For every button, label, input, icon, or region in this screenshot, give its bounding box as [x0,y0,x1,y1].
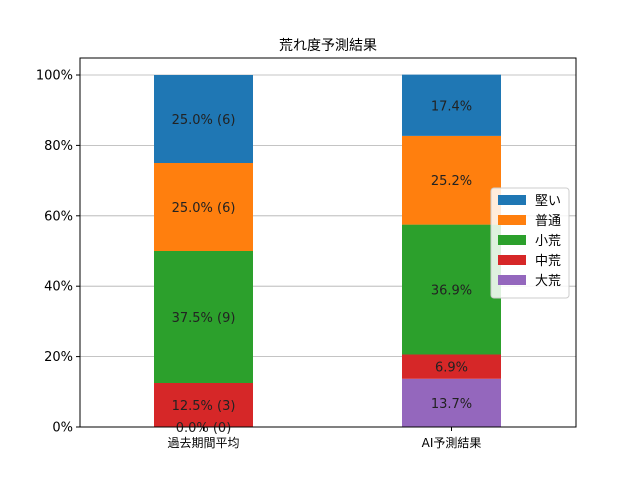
legend-label: 中荒 [535,254,561,269]
bar-segment [402,74,501,136]
y-tick-label: 100% [36,69,73,84]
legend-label: 普通 [535,214,561,229]
y-tick-label: 60% [44,209,73,224]
chart-title: 荒れ度予測結果 [279,38,377,54]
bar-segment [402,378,501,427]
y-tick-label: 40% [44,280,73,295]
data-label: 13.7% [431,397,472,412]
bar-segment [154,75,253,163]
bar-segment [402,354,501,379]
bar-segment [402,135,501,225]
y-tick-label: 20% [44,350,73,365]
data-label: 25.0% (6) [172,201,236,216]
y-tick-label: 0% [52,421,73,436]
data-label: 25.2% [431,174,472,189]
legend-swatch [498,215,526,225]
bar-segment [154,163,253,251]
legend-swatch [498,235,526,245]
legend-swatch [498,195,526,205]
y-tick-label: 80% [44,139,73,154]
plot-frame [79,57,577,428]
data-label: 25.0% (6) [172,113,236,128]
legend-swatch [498,275,526,285]
legend-swatch [498,255,526,265]
x-tick-label: AI予測結果 [422,436,482,450]
data-label: 36.9% [431,284,472,299]
data-label: 6.9% [435,361,468,376]
legend-label: 大荒 [535,274,561,289]
x-tick-label: 過去期間平均 [167,436,239,450]
legend-label: 小荒 [535,234,561,249]
bar-segment [402,224,501,355]
bar-segment [154,251,253,383]
data-label: 37.5% (9) [172,311,236,326]
data-label: 17.4% [431,99,472,114]
data-label: 12.5% (3) [172,399,236,414]
bar-segment [154,383,253,427]
legend-label: 堅い [535,194,561,209]
